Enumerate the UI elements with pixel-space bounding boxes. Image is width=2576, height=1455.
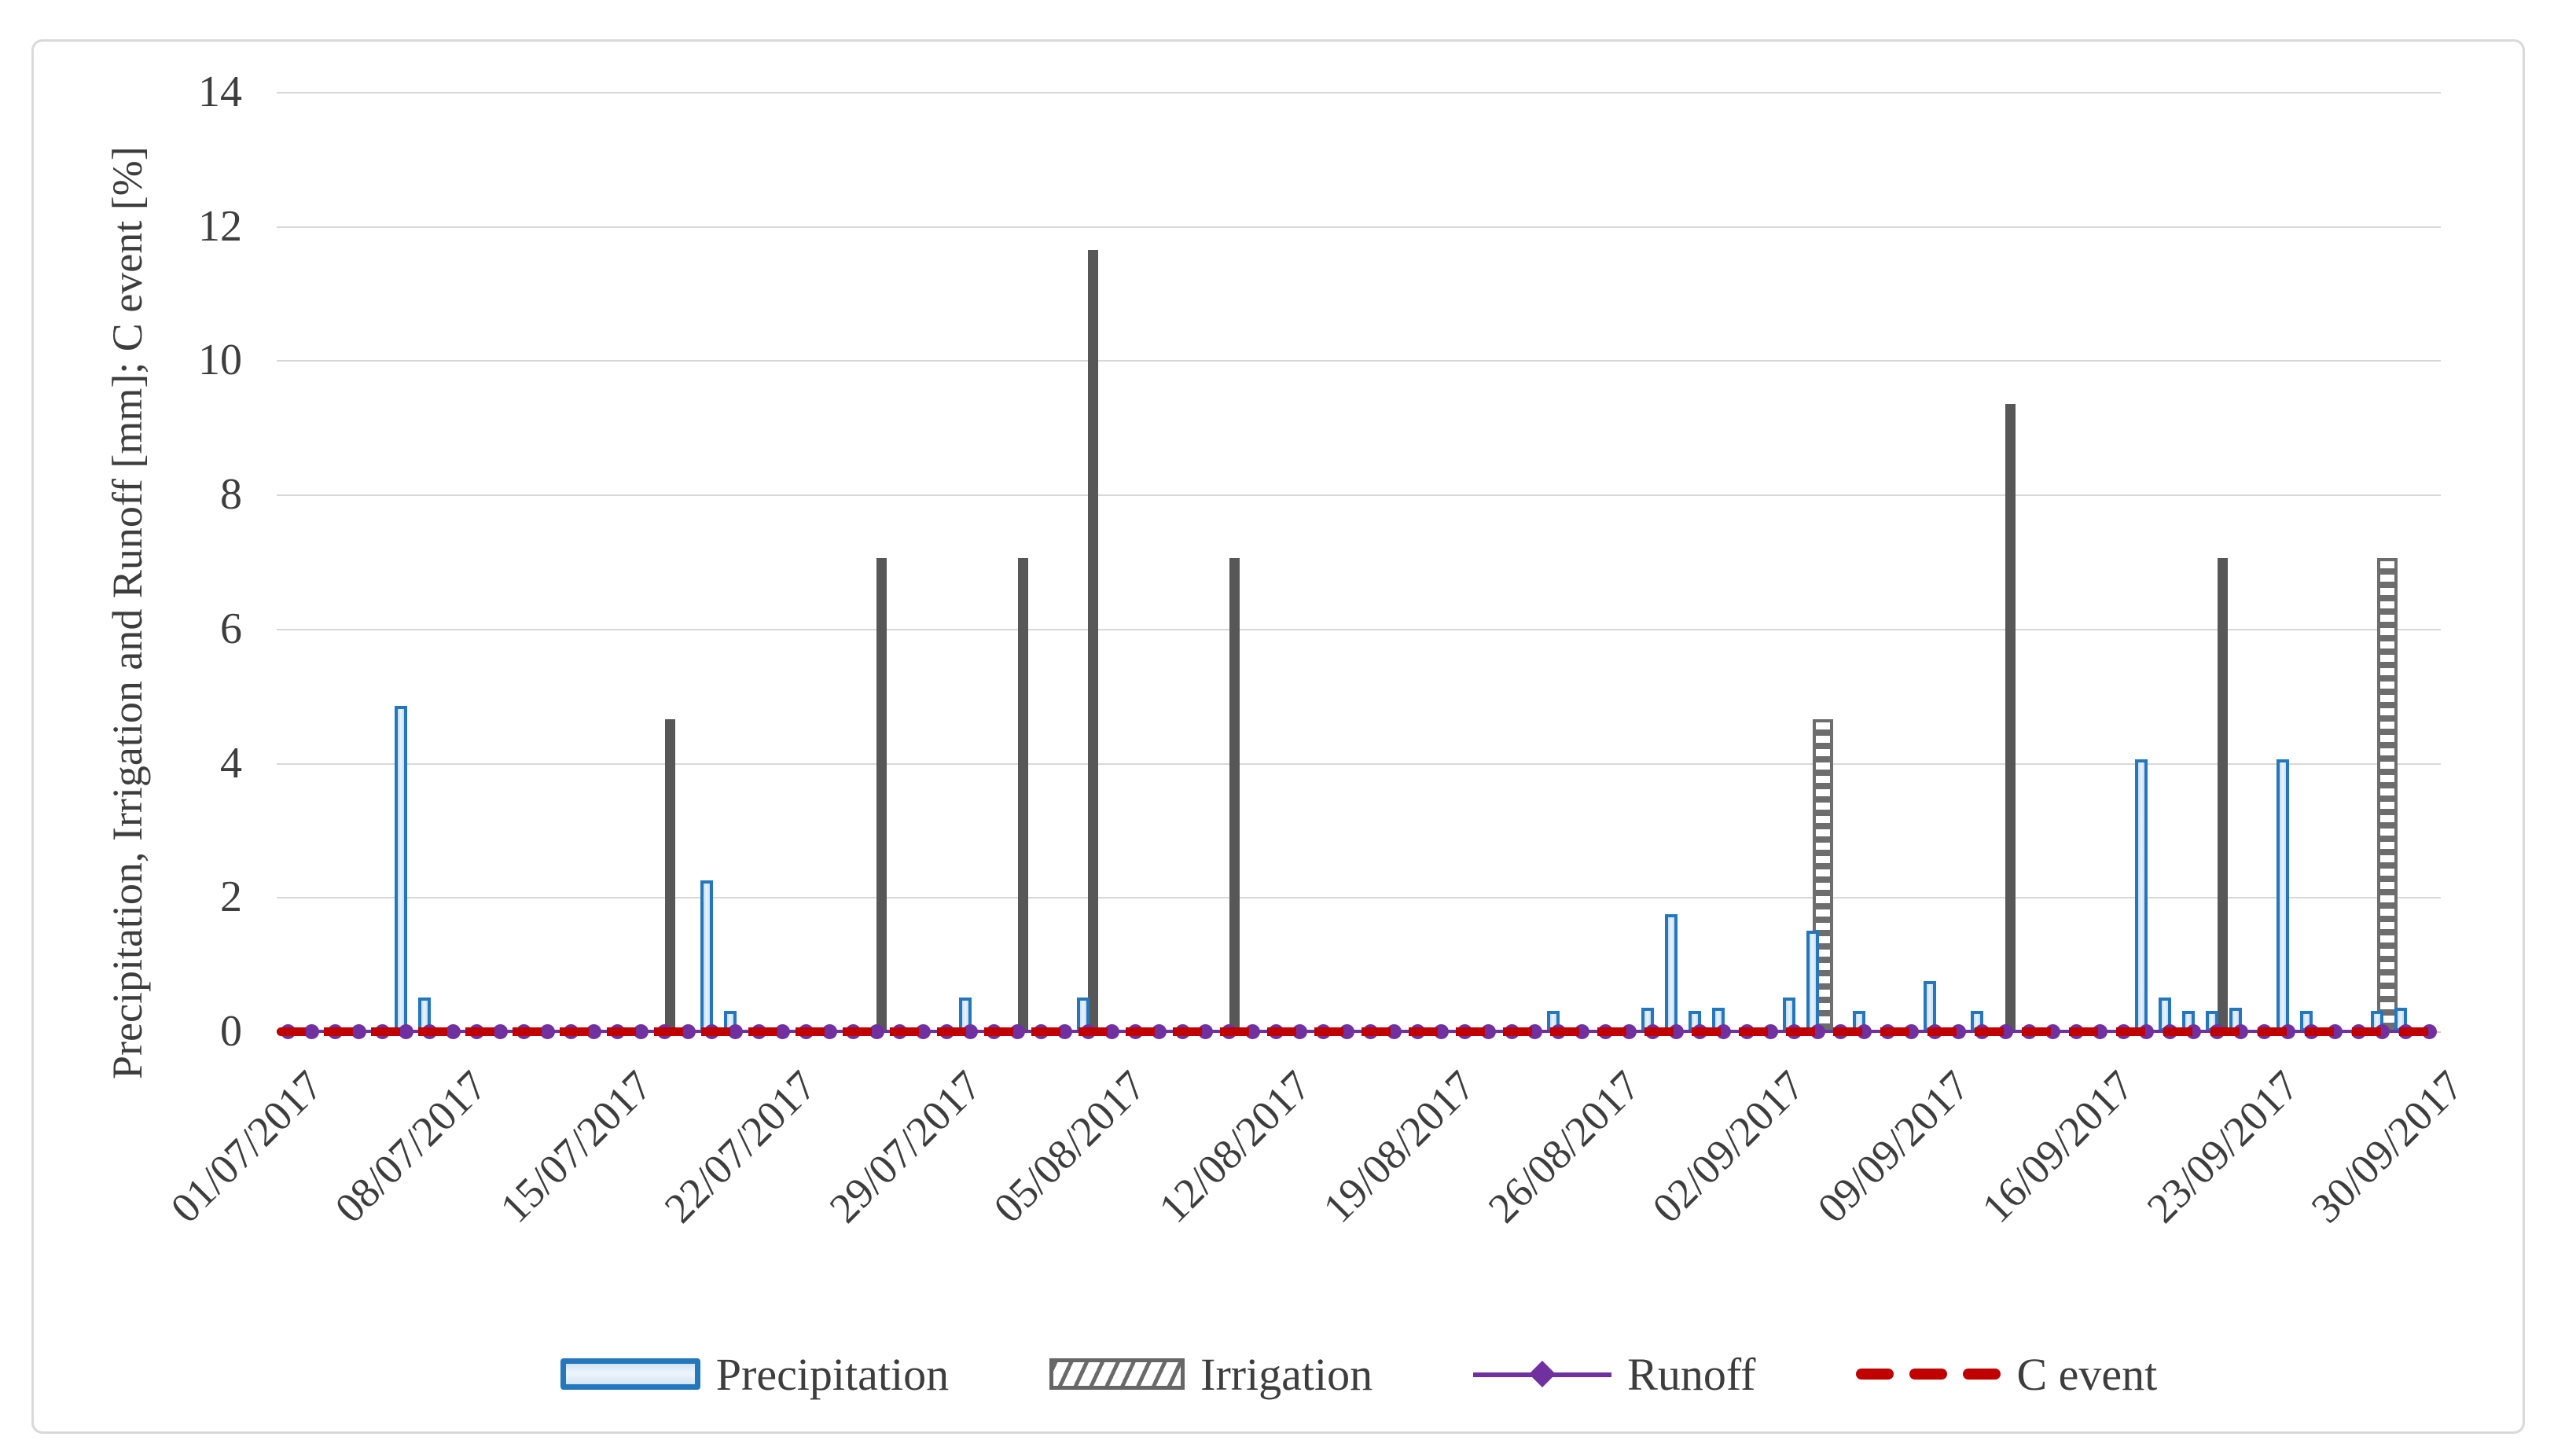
y-tick-label-4: 4 [220, 739, 242, 788]
legend-item-irrigation: Irrigation [1049, 1348, 1373, 1401]
y-tick-label-2: 2 [220, 873, 242, 921]
legend-label-irrigation: Irrigation [1200, 1348, 1373, 1400]
c-event-dashes-icon [1856, 1369, 2001, 1380]
bar-precipitation-29-08-2017 [1665, 914, 1678, 1031]
x-tick-label-01-07-2017: 01/07/2017 [161, 1061, 333, 1232]
runoff-line-marker-icon [1473, 1361, 1612, 1387]
x-tick-label-22-07-2017: 22/07/2017 [655, 1061, 826, 1232]
gridline-y-10 [277, 360, 2441, 362]
bar-irrigation-21-09-2017 [2218, 558, 2228, 1031]
legend: Precipitation Irrigation Runoff C event [277, 1335, 2441, 1413]
y-tick-label-10: 10 [198, 336, 242, 384]
y-tick-label-8: 8 [220, 470, 242, 519]
gridline-y-4 [277, 763, 2441, 765]
gridline-y-2 [277, 897, 2441, 898]
y-tick-label-6: 6 [220, 604, 242, 653]
bar-irrigation-12-09-2017 [2005, 404, 2016, 1031]
bar-precipitation-06-07-2017 [395, 706, 407, 1031]
bar-irrigation-26-07-2017 [876, 558, 887, 1031]
x-tick-label-16-09-2017: 16/09/2017 [1972, 1061, 2144, 1232]
legend-label-c-event: C event [2016, 1348, 2158, 1400]
x-tick-label-29-07-2017: 29/07/2017 [820, 1061, 991, 1232]
x-tick-label-09-09-2017: 09/09/2017 [1808, 1061, 1979, 1232]
x-tick-label-19-08-2017: 19/08/2017 [1314, 1061, 1485, 1232]
gridline-y-12 [277, 226, 2441, 228]
bar-irrigation-28-09-2017 [2377, 558, 2398, 1031]
legend-label-precipitation: Precipitation [715, 1348, 950, 1400]
bar-precipitation-04-09-2017 [1806, 931, 1819, 1031]
x-tick-label-23-09-2017: 23/09/2017 [2137, 1061, 2309, 1232]
x-tick-label-05-08-2017: 05/08/2017 [984, 1061, 1156, 1232]
legend-item-runoff: Runoff [1473, 1348, 1755, 1401]
bar-irrigation-01-08-2017 [1018, 558, 1028, 1031]
c-event-series-line [277, 1027, 2431, 1036]
y-tick-label-14: 14 [198, 68, 242, 116]
chart-frame [31, 39, 2525, 1434]
bar-irrigation-10-08-2017 [1229, 558, 1240, 1031]
y-tick-label-12: 12 [198, 202, 242, 251]
gridline-y-6 [277, 629, 2441, 630]
x-tick-label-12-08-2017: 12/08/2017 [1149, 1061, 1321, 1232]
x-tick-label-26-08-2017: 26/08/2017 [1479, 1061, 1650, 1232]
x-tick-label-02-09-2017: 02/09/2017 [1643, 1061, 1814, 1232]
x-tick-label-15-07-2017: 15/07/2017 [491, 1061, 662, 1232]
gridline-y-14 [277, 92, 2441, 94]
x-tick-label-08-07-2017: 08/07/2017 [325, 1061, 497, 1232]
irrigation-hatch-swatch-icon [1049, 1358, 1185, 1390]
legend-item-c-event: C event [1856, 1348, 2157, 1401]
bar-irrigation-17-07-2017 [665, 719, 675, 1031]
runoff-diamond-icon [1529, 1361, 1556, 1387]
bar-precipitation-24-09-2017 [2277, 759, 2289, 1031]
x-tick-label-30-09-2017: 30/09/2017 [2302, 1061, 2473, 1232]
legend-label-runoff: Runoff [1627, 1348, 1756, 1400]
bar-precipitation-18-09-2017 [2135, 759, 2148, 1031]
bar-irrigation-04-08-2017 [1088, 250, 1098, 1031]
gridline-y-8 [277, 494, 2441, 496]
precipitation-swatch-icon [560, 1358, 700, 1390]
legend-item-precipitation: Precipitation [560, 1348, 949, 1401]
y-tick-label-0: 0 [220, 1007, 242, 1056]
bar-precipitation-19-07-2017 [700, 880, 713, 1031]
